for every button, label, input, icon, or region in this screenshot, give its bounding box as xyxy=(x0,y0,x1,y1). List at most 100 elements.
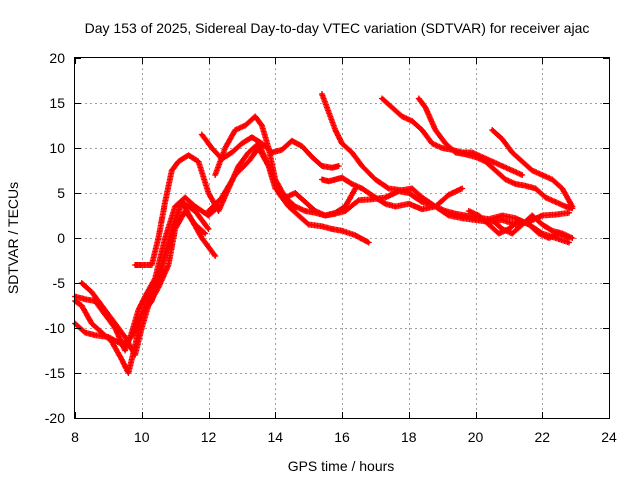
data-point xyxy=(293,191,297,195)
data-point xyxy=(373,178,377,181)
data-point xyxy=(383,202,387,206)
data-point xyxy=(570,236,574,240)
data-point xyxy=(340,176,344,180)
data-point xyxy=(327,179,331,183)
data-point xyxy=(520,223,524,226)
data-point xyxy=(106,335,110,339)
data-point xyxy=(170,169,174,172)
data-point xyxy=(213,254,217,258)
data-point xyxy=(200,133,204,136)
data-point xyxy=(247,151,250,154)
x-tick-label: 16 xyxy=(334,429,350,445)
data-point xyxy=(333,178,337,181)
data-point xyxy=(494,169,497,172)
data-point xyxy=(520,173,524,177)
data-point xyxy=(500,218,504,222)
data-point xyxy=(133,353,137,357)
data-point xyxy=(554,200,558,204)
data-point xyxy=(260,142,264,145)
data-point xyxy=(567,211,571,215)
data-point xyxy=(474,218,477,222)
data-point xyxy=(484,160,487,163)
data-point xyxy=(207,209,210,213)
data-point xyxy=(540,223,544,226)
data-point xyxy=(197,160,200,163)
data-point xyxy=(320,92,324,96)
axis-ticks: 8 10 12 14 16 18 20 22 24 -20 -15 -10 -5 0 5 10 15 20 xyxy=(45,50,617,445)
data-point xyxy=(460,216,464,220)
data-point xyxy=(250,135,254,139)
data-point xyxy=(230,151,234,154)
data-point xyxy=(280,148,284,152)
data-point xyxy=(393,205,397,208)
data-point xyxy=(447,193,451,197)
data-point xyxy=(100,304,104,307)
series-arc-11 xyxy=(379,95,526,178)
data-point xyxy=(187,153,190,157)
data-point xyxy=(550,229,554,233)
y-tick-label: 5 xyxy=(57,185,65,201)
x-tick-label: 8 xyxy=(71,429,79,445)
data-point xyxy=(490,160,494,163)
y-tick-label: 0 xyxy=(57,230,65,246)
data-point xyxy=(567,241,571,244)
data-point xyxy=(233,173,237,177)
data-point xyxy=(434,128,437,132)
data-point xyxy=(454,151,457,154)
data-point xyxy=(243,124,247,127)
data-point xyxy=(333,211,337,215)
data-point xyxy=(170,227,174,231)
data-point xyxy=(143,295,147,298)
data-point xyxy=(434,205,437,208)
data-point xyxy=(333,128,337,132)
y-tick-label: -15 xyxy=(45,365,65,381)
data-point xyxy=(420,196,424,199)
data-point xyxy=(303,200,307,204)
data-point xyxy=(320,164,324,168)
y-tick-label: 10 xyxy=(49,140,65,156)
data-point xyxy=(510,169,514,172)
data-point xyxy=(207,227,210,231)
data-point xyxy=(123,335,127,339)
data-point xyxy=(390,106,394,109)
data-point xyxy=(407,202,411,206)
data-point xyxy=(540,173,544,177)
data-point xyxy=(136,308,140,312)
data-point xyxy=(156,236,160,240)
data-point xyxy=(350,182,354,186)
data-point xyxy=(217,209,220,213)
data-point xyxy=(460,187,464,190)
data-point xyxy=(490,218,494,222)
series-arc-12 xyxy=(415,95,576,212)
data-point xyxy=(534,187,538,190)
y-tick-label: -20 xyxy=(45,410,65,426)
data-point xyxy=(183,196,187,199)
data-point xyxy=(467,209,471,213)
data-point xyxy=(497,232,501,235)
data-point xyxy=(420,128,424,132)
data-point xyxy=(193,209,197,213)
data-point xyxy=(180,200,184,204)
data-point xyxy=(167,263,170,267)
data-point xyxy=(183,209,187,213)
data-point xyxy=(500,164,504,168)
data-point xyxy=(273,187,277,190)
data-point xyxy=(474,155,477,159)
series-arc-10 xyxy=(319,91,572,228)
y-tick-label: 20 xyxy=(49,50,65,66)
data-point xyxy=(330,227,334,231)
data-point xyxy=(120,358,124,361)
data-point xyxy=(113,322,117,325)
data-point xyxy=(123,349,127,352)
data-point xyxy=(410,119,414,123)
data-point xyxy=(267,146,271,150)
data-point xyxy=(380,97,384,100)
data-point xyxy=(90,290,94,294)
data-point xyxy=(440,146,444,150)
data-point xyxy=(517,218,521,222)
data-point xyxy=(210,146,214,150)
data-point xyxy=(520,160,524,163)
data-point xyxy=(173,227,177,231)
data-point xyxy=(514,182,517,186)
